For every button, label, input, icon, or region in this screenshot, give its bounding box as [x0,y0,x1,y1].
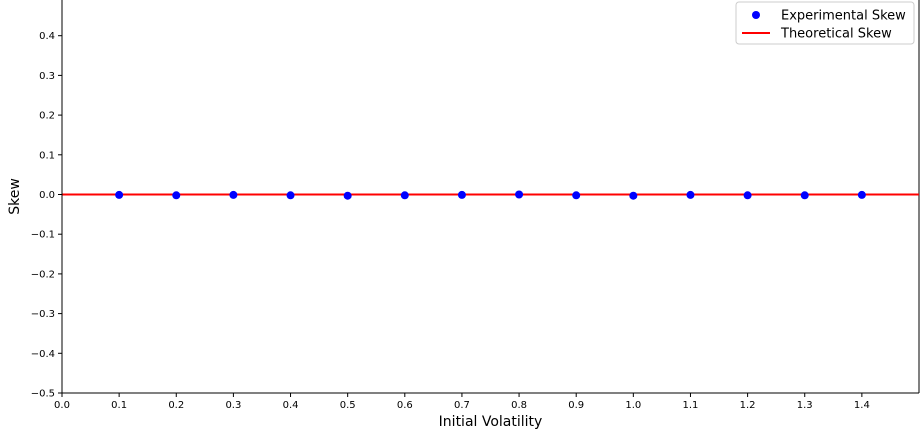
experimental-skew-point [515,190,524,199]
x-tick-label: 1.2 [740,400,756,411]
experimental-skew-point [343,191,352,200]
y-tick-label: 0.4 [39,31,55,42]
experimental-skew-point [857,190,866,199]
legend-marker-experimental [752,11,760,19]
x-tick-label: 0.0 [54,400,70,411]
legend-label: Experimental Skew [781,9,906,24]
experimental-skew-point [686,190,695,199]
experimental-skew-point [172,191,181,200]
x-tick-label: 0.5 [340,400,356,411]
x-axis: 0.0 0.1 0.2 0.3 0.4 0.5 0.6 0.7 0.8 0.9 1.0 1.1 1.2 1… [54,392,919,411]
y-tick-label: −0.2 [31,269,55,280]
experimental-skew-point [457,190,466,199]
x-axis-title: Initial Volatility [439,414,543,430]
x-tick-label: 1.1 [683,400,699,411]
y-tick-label: 0.1 [39,150,55,161]
x-tick-label: 1.3 [797,400,813,411]
y-axis: −0.5 −0.4 −0.3 −0.2 −0.1 0.0 0.1 0.2 0.3 0.4 [31,0,63,400]
y-axis-title: Skew [7,178,23,215]
y-tick-label: 0.2 [39,111,55,122]
y-tick-label: −0.1 [31,230,55,241]
x-tick-label: 0.9 [568,400,584,411]
x-tick-label: 0.1 [111,400,127,411]
x-tick-label: 0.2 [168,400,184,411]
plot-area [62,0,920,393]
experimental-skew-point [743,191,752,200]
experimental-skew-point [800,191,809,200]
experimental-skew-point [286,191,295,200]
y-tick-label: −0.5 [31,389,55,400]
legend: Experimental Skew Theoretical Skew [735,1,915,45]
y-tick-label: −0.3 [31,309,55,320]
experimental-skew-point [115,190,124,199]
legend-label: Theoretical Skew [780,27,892,42]
experimental-skew-point [572,191,581,200]
x-tick-label: 0.3 [225,400,241,411]
x-tick-label: 1.4 [854,400,870,411]
experimental-skew-point [629,191,638,200]
y-tick-label: 0.0 [39,190,55,201]
x-tick-label: 0.7 [454,400,470,411]
x-tick-label: 1.0 [625,400,641,411]
experimental-skew-point [229,190,238,199]
y-tick-label: 0.3 [39,71,55,82]
legend-box [735,1,915,45]
x-tick-label: 0.6 [397,400,413,411]
x-tick-label: 0.4 [283,400,299,411]
x-tick-label: 0.8 [511,400,527,411]
y-tick-label: −0.4 [31,349,55,360]
experimental-skew-point [400,191,409,200]
